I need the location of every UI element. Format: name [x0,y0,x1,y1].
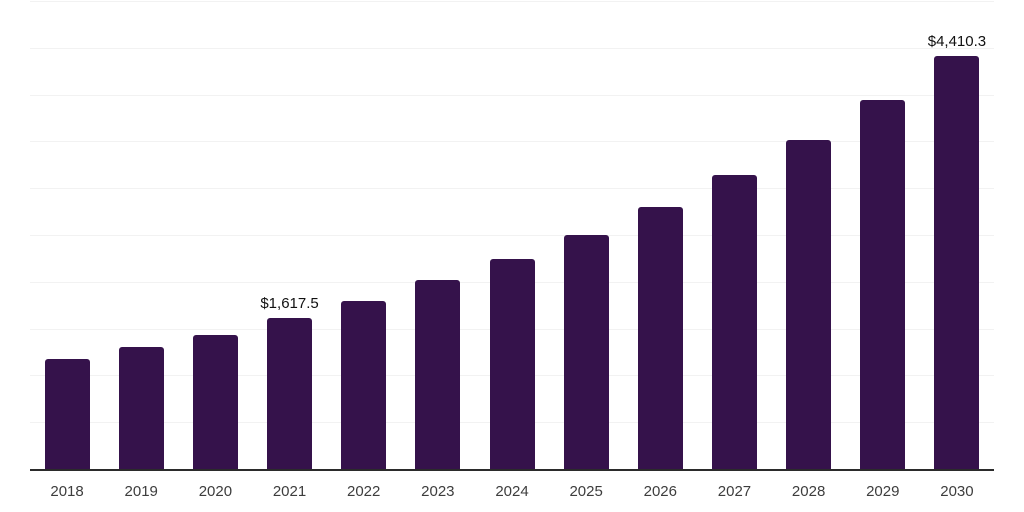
x-tick-label: 2026 [643,483,677,500]
gridline [30,1,994,2]
x-tick-label: 2018 [50,483,84,500]
x-axis-line [30,469,994,471]
bar [118,347,164,469]
x-tick-label: 2021 [272,483,307,500]
bar [711,175,757,469]
x-tick-label: 2028 [791,483,826,500]
x-tick-label: 2020 [198,483,233,500]
bar [786,140,832,469]
bar [44,359,90,469]
x-tick-label: 2024 [495,483,529,500]
bar [192,335,238,469]
bar [489,258,535,469]
bar-value-label: $4,410.3 [927,33,987,51]
bar [860,100,906,469]
x-tick-label: 2022 [347,483,381,500]
x-tick-label: 2023 [421,483,455,500]
gridline [30,47,994,49]
x-tick-label: 2027 [717,483,752,500]
gridline [30,94,994,96]
gridline [30,188,994,190]
bar [563,235,609,469]
gridline [30,235,994,236]
x-tick-label: 2025 [569,483,603,500]
bar [934,56,980,469]
x-axis: 2018 2019 2020 2021 2022 2023 2024 2025 2026 2027… [30,484,994,504]
x-tick-label: 2029 [866,483,900,500]
bar [267,317,313,469]
bar [415,279,461,469]
gridline [30,141,994,143]
bar [341,301,387,469]
bar [637,206,683,469]
x-tick-label: 2030 [940,483,974,500]
bar-value-label: $1,617.5 [260,294,319,312]
x-tick-label: 2019 [124,483,158,500]
plot-area: $1,617.5 $4,410.3 [30,1,994,469]
